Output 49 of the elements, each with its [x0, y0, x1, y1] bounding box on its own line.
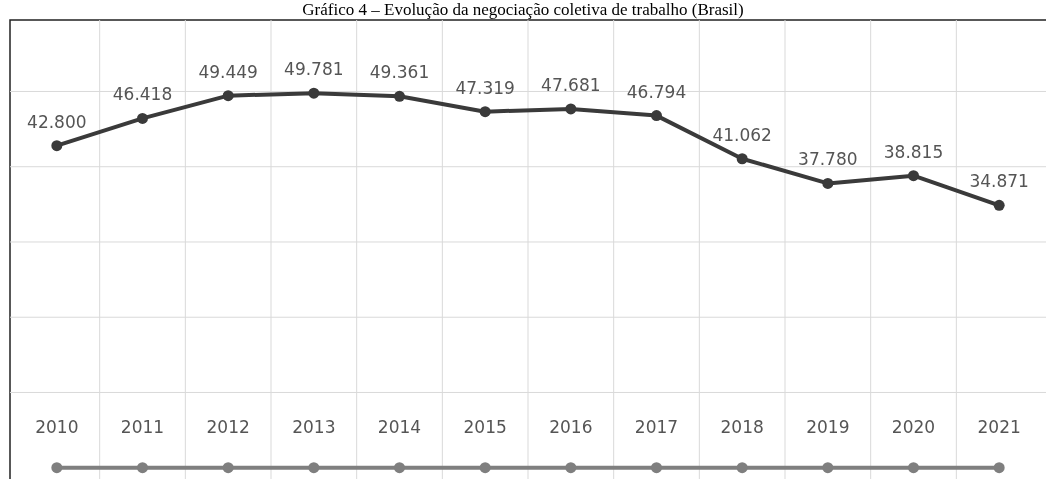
point	[51, 140, 63, 152]
data-label: 47.319	[455, 77, 515, 98]
point	[651, 462, 662, 474]
point	[908, 170, 919, 182]
x-tick-label: 2016	[549, 417, 593, 437]
data-label: 38.815	[883, 141, 944, 162]
point	[137, 112, 148, 124]
point	[565, 462, 577, 474]
x-tick-label: 2013	[292, 417, 336, 437]
point	[908, 462, 919, 474]
point	[736, 462, 748, 474]
point	[993, 199, 1005, 211]
point	[565, 103, 577, 115]
point	[308, 87, 320, 99]
x-tick-label: 2012	[206, 417, 250, 437]
point	[822, 462, 834, 474]
point	[394, 90, 405, 102]
chart-title: Gráfico 4 – Evolução da negociação coletiva de trabalho (Brasil)	[302, 0, 744, 19]
data-label: 47.681	[541, 74, 601, 95]
point	[651, 110, 662, 122]
data-label: 42.800	[27, 111, 87, 132]
x-tick-label: 2021	[977, 417, 1021, 437]
data-label: 37.780	[798, 149, 858, 170]
point	[479, 106, 491, 118]
x-tick-label: 2010	[35, 417, 79, 437]
x-tick-label: 2018	[720, 417, 764, 437]
point	[479, 462, 491, 474]
data-label: 49.449	[198, 61, 258, 82]
data-label: 34.871	[969, 171, 1029, 192]
data-label: 49.781	[284, 59, 344, 80]
data-label: 46.794	[626, 81, 687, 102]
point	[308, 462, 320, 474]
x-tick-label: 2020	[891, 417, 936, 437]
x-tick-label: 2014	[377, 417, 422, 437]
point	[137, 462, 148, 474]
point	[222, 462, 234, 474]
x-tick-label: 2017	[634, 417, 679, 437]
point	[993, 462, 1005, 474]
point	[222, 90, 234, 102]
point	[51, 462, 63, 474]
point	[736, 153, 748, 165]
point	[394, 462, 405, 474]
data-label: 49.361	[369, 62, 430, 83]
data-label: 46.418	[112, 84, 173, 105]
x-tick-label: 2011	[120, 417, 165, 437]
x-tick-label: 2015	[463, 417, 507, 437]
data-label: 41.062	[712, 124, 772, 145]
point	[822, 177, 834, 189]
x-tick-label: 2019	[806, 417, 850, 437]
